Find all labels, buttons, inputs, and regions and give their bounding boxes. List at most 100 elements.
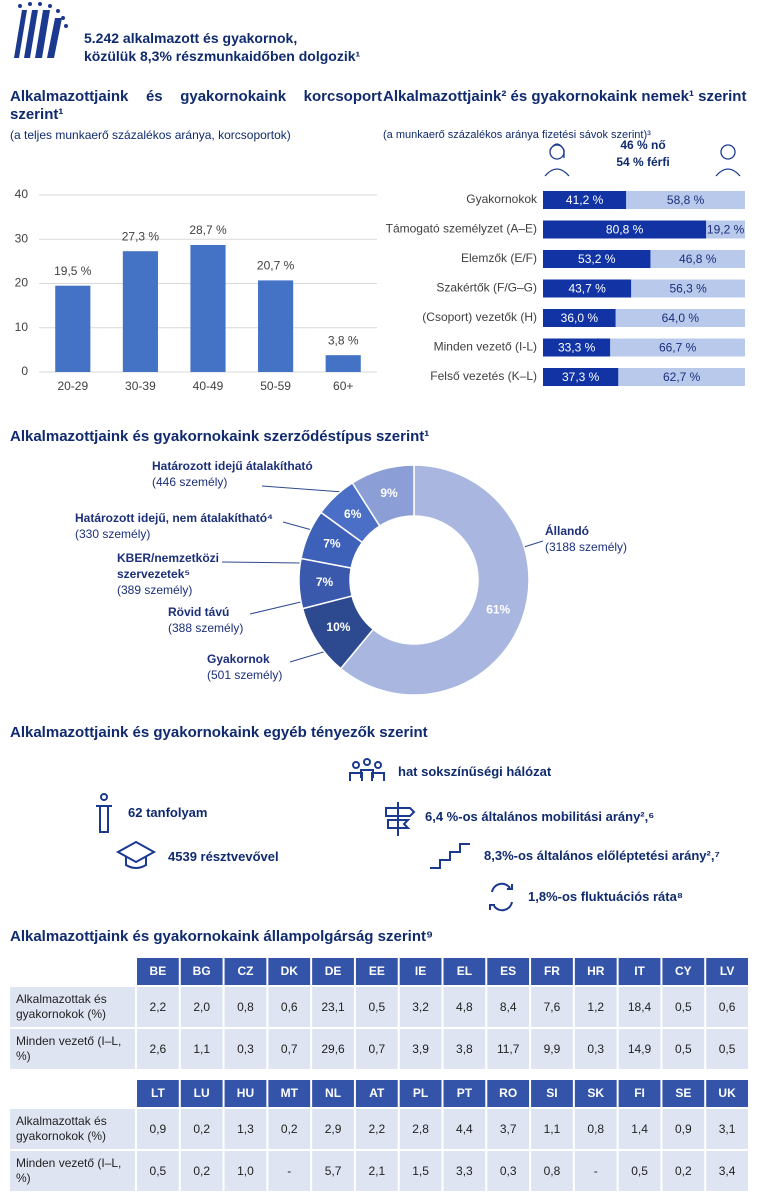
cell [618,987,661,1027]
category-label: Elemzők (E/F) [461,251,537,265]
cell [180,1109,223,1149]
header-cell [662,958,705,985]
row-label-cell [10,1151,135,1191]
detail-label: (330 személy) [75,527,151,541]
cell [443,1029,486,1069]
cell-text: 2,2 [150,1000,167,1014]
header-text: PT [457,1086,473,1100]
x-tick-label: 40-49 [193,379,224,393]
cell-text: 3,9 [412,1042,429,1056]
cell [180,1151,223,1191]
bar-segment [706,220,745,239]
header-text: SI [546,1086,557,1100]
cell [574,987,617,1027]
cell-text: 3,1 [719,1122,736,1136]
header-cell [312,958,354,985]
cell [180,1029,223,1069]
cell-text: 0,5 [150,1164,167,1178]
cell-text: 2,9 [325,1122,342,1136]
header-line: 5.242 alkalmazott és gyakornok, [84,30,298,46]
chart-subtitle: (a teljes munkaerő százalékos aránya, ko… [10,128,291,142]
bar [258,280,294,372]
category-label: Állandó [545,524,589,538]
cell-text: 3,8 [456,1042,473,1056]
cell [312,987,354,1027]
header-cell [268,958,311,985]
cell [399,1029,442,1069]
factor-text: 1,8%-os fluktuációs ráta⁸ [528,889,683,904]
value-label: 61% [486,602,510,616]
bar-segment [615,309,745,327]
cell-text: 3,4 [719,1164,736,1178]
header-cell [399,958,442,985]
cell [618,1029,661,1069]
category-label: Gyakornok [207,652,270,666]
cell [531,1151,573,1191]
legend-label: 54 % férfi [616,155,669,169]
cell [706,987,748,1027]
cell-text: 29,6 [321,1042,345,1056]
header-text: IE [415,964,426,978]
bar-segment [543,309,616,327]
bar [325,355,361,372]
cell-text: 0,5 [675,1042,692,1056]
cell-text: 9,9 [544,1042,561,1056]
cell-text: 7,6 [544,1000,561,1014]
donut-slice [351,464,415,527]
header-text: BG [193,964,211,978]
category-label: Szakértők (F/G–G) [436,281,537,295]
header-text: NL [325,1086,341,1100]
cell-text: 2,8 [412,1122,429,1136]
donut-label: Állandó (3188 személy) [545,523,627,555]
cell [224,1151,267,1191]
bar-segment [631,279,745,298]
y-tick-label: 0 [21,364,28,378]
cell [399,987,442,1027]
header-text: EL [457,964,472,978]
cell-text: 0,5 [368,1000,385,1014]
section-title: Alkalmazottjaink és gyakornokaink egyéb … [10,724,428,741]
cell [399,1151,442,1191]
chart-subtitle: (a munkaerő százalékos aránya fizetési s… [383,129,651,141]
header-cell [224,958,267,985]
cell [268,1029,311,1069]
header-text: AT [369,1086,385,1100]
cell-text: 0,2 [193,1122,210,1136]
detail-label: (446 személy) [152,475,228,489]
cell-text: 5,7 [325,1164,342,1178]
header-cell [531,1080,573,1107]
cell [268,987,311,1027]
cell [662,1109,705,1149]
row-label: Alkalmazottak és gyakornokok (%) [16,992,107,1021]
value-label: 20,7 % [257,259,295,273]
header-text: SK [587,1086,604,1100]
detail-label: (389 személy) [117,583,193,597]
category-label: Gyakornokok [466,192,538,206]
header-text: CZ [237,964,253,978]
donut-label: Rövid távú (388 személy) [168,604,243,636]
bar [55,285,91,372]
cell [137,987,179,1027]
cell [137,1109,179,1149]
cell-text: 0,3 [237,1042,254,1056]
cell [355,1151,398,1191]
value-label: 62,7 % [663,370,701,384]
header-cell [618,958,661,985]
cell [487,1151,530,1191]
detail-label: (388 személy) [168,621,244,635]
category-label: Támogató személyzet (A–E) [386,222,537,236]
header-cell [312,1080,354,1107]
y-tick-label: 30 [15,231,29,245]
chart-title: Alkalmazottjaink és gyakornokaink szerző… [10,428,430,445]
header-text: HR [587,964,605,978]
donut-label: Határozott idejű átalakítható (446 személ… [152,458,313,490]
value-label: 19,5 % [54,264,92,278]
value-label: 64,0 % [662,311,700,325]
y-tick-label: 20 [15,276,29,290]
value-label: 9% [380,486,398,500]
header-cell [706,958,748,985]
factor-text: 62 tanfolyam [128,805,208,820]
cell [443,1151,486,1191]
cell-text: 0,3 [500,1164,517,1178]
